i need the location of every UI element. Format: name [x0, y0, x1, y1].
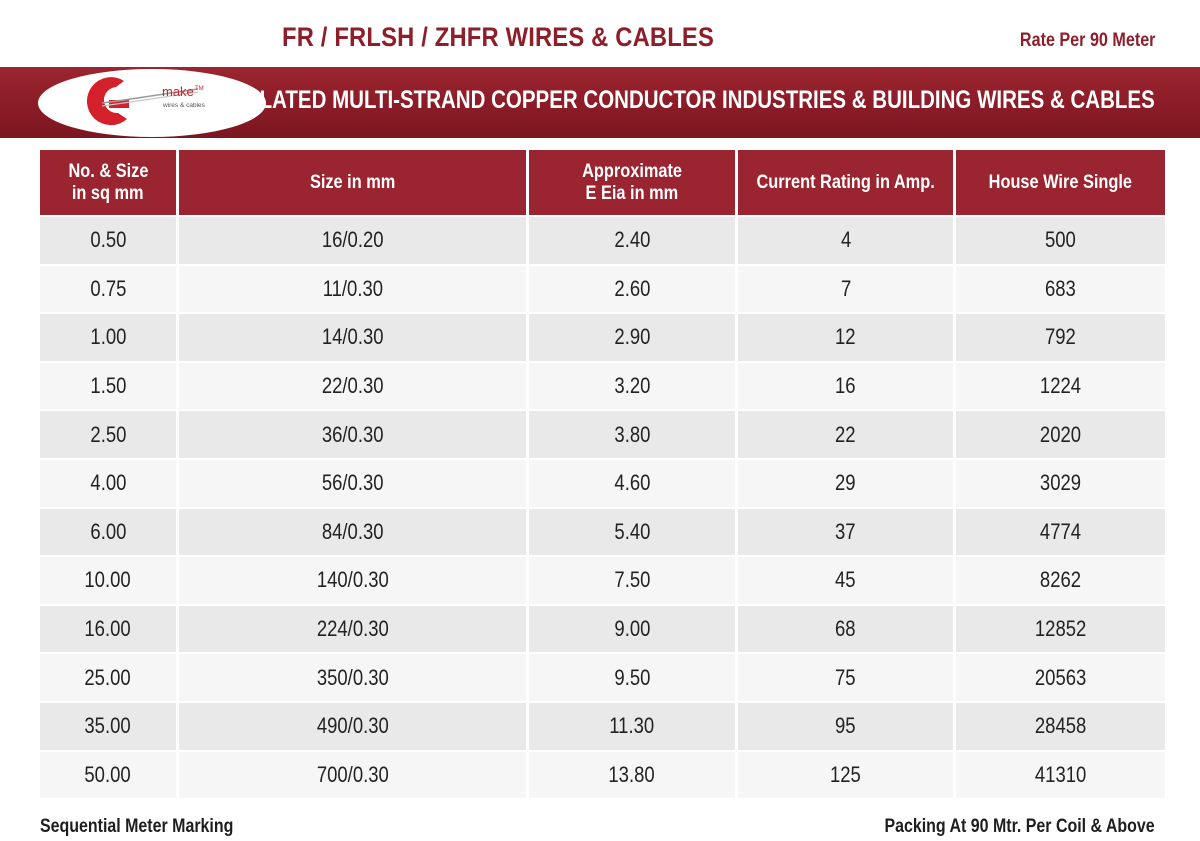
- logo-mark-icon: make TM wires & cables: [86, 77, 206, 126]
- cell-current-rating: 22: [738, 411, 954, 458]
- cell-diameter: 3.20: [529, 362, 735, 410]
- table-row: 50.00 700/0.30 13.80 125 41310: [40, 751, 1166, 799]
- table-row: 35.00 490/0.30 11.30 95 28458: [40, 702, 1166, 750]
- cell-current-rating: 7: [738, 265, 954, 313]
- cell-diameter: 2.40: [529, 217, 735, 264]
- cell-size-sqmm: 10.00: [40, 557, 176, 604]
- cell-current-rating: 95: [738, 702, 954, 750]
- cell-diameter: 11.30: [529, 702, 735, 750]
- cell-current-rating: 16: [738, 362, 954, 410]
- cell-size-sqmm: 1.00: [40, 314, 176, 361]
- cell-diameter: 5.40: [529, 508, 735, 556]
- cell-current-rating: 37: [738, 508, 954, 556]
- logo-tm: TM: [195, 86, 204, 92]
- cell-size-mm: 36/0.30: [179, 411, 526, 458]
- cell-size-sqmm: 0.50: [40, 217, 176, 264]
- column-header-diameter: Approximate E Eia in mm: [529, 150, 735, 215]
- cell-size-sqmm: 2.50: [40, 411, 176, 458]
- cell-current-rating: 68: [738, 605, 954, 653]
- cell-size-mm: 490/0.30: [179, 702, 526, 750]
- cell-diameter: 3.80: [529, 411, 735, 458]
- cell-size-sqmm: 25.00: [40, 654, 176, 701]
- column-header-house-wire: House Wire Single: [956, 150, 1166, 215]
- table-row: 0.50 16/0.20 2.40 4 500: [40, 217, 1166, 264]
- cell-diameter: 2.90: [529, 314, 735, 361]
- cell-house-wire: 1224: [956, 362, 1166, 410]
- cell-diameter: 4.60: [529, 459, 735, 507]
- page-title: FR / FRLSH / ZHFR WIRES & CABLES: [282, 22, 714, 52]
- cell-house-wire: 683: [956, 265, 1166, 313]
- cell-current-rating: 12: [738, 314, 954, 361]
- table-row: 6.00 84/0.30 5.40 37 4774: [40, 508, 1166, 556]
- table-row: 10.00 140/0.30 7.50 45 8262: [40, 557, 1166, 604]
- cell-house-wire: 500: [956, 217, 1166, 264]
- cell-house-wire: 20563: [956, 654, 1166, 701]
- cell-current-rating: 75: [738, 654, 954, 701]
- cell-diameter: 9.50: [529, 654, 735, 701]
- footer-note-left: Sequential Meter Marking: [40, 816, 234, 837]
- rate-note: Rate Per 90 Meter: [1019, 30, 1155, 51]
- cell-size-sqmm: 1.50: [40, 362, 176, 410]
- cell-size-mm: 22/0.30: [179, 362, 526, 410]
- cell-size-mm: 56/0.30: [179, 459, 526, 507]
- table-row: 0.75 11/0.30 2.60 7 683: [40, 265, 1166, 313]
- logo-brand: make: [162, 84, 194, 99]
- cell-house-wire: 792: [956, 314, 1166, 361]
- cell-house-wire: 3029: [956, 459, 1166, 507]
- table-row: 16.00 224/0.30 9.00 68 12852: [40, 605, 1166, 653]
- table-row: 4.00 56/0.30 4.60 29 3029: [40, 459, 1166, 507]
- cell-size-mm: 16/0.20: [179, 217, 526, 264]
- table-row: 1.50 22/0.30 3.20 16 1224: [40, 362, 1166, 410]
- table-row: 1.00 14/0.30 2.90 12 792: [40, 314, 1166, 361]
- footer-note-right: Packing At 90 Mtr. Per Coil & Above: [884, 816, 1155, 837]
- cell-house-wire: 2020: [956, 411, 1166, 458]
- cell-size-sqmm: 16.00: [40, 605, 176, 653]
- price-table: No. & Size in sq mm Size in mm Approximat…: [40, 150, 1166, 799]
- cell-size-mm: 14/0.30: [179, 314, 526, 361]
- cell-size-sqmm: 4.00: [40, 459, 176, 507]
- table-row: 2.50 36/0.30 3.80 22 2020: [40, 411, 1166, 458]
- cell-current-rating: 45: [738, 557, 954, 604]
- cell-size-sqmm: 50.00: [40, 751, 176, 799]
- cell-size-mm: 140/0.30: [179, 557, 526, 604]
- cell-house-wire: 28458: [956, 702, 1166, 750]
- cell-size-mm: 350/0.30: [179, 654, 526, 701]
- cell-current-rating: 4: [738, 217, 954, 264]
- cell-house-wire: 41310: [956, 751, 1166, 799]
- cell-size-sqmm: 6.00: [40, 508, 176, 556]
- logo: make TM wires & cables: [38, 69, 266, 137]
- column-header-current-rating: Current Rating in Amp.: [738, 150, 954, 215]
- cell-diameter: 13.80: [529, 751, 735, 799]
- cell-house-wire: 4774: [956, 508, 1166, 556]
- cell-size-sqmm: 35.00: [40, 702, 176, 750]
- cell-size-mm: 84/0.30: [179, 508, 526, 556]
- cell-current-rating: 29: [738, 459, 954, 507]
- column-header-size-mm: Size in mm: [179, 150, 526, 215]
- table-row: 25.00 350/0.30 9.50 75 20563: [40, 654, 1166, 701]
- cell-house-wire: 12852: [956, 605, 1166, 653]
- cell-diameter: 7.50: [529, 557, 735, 604]
- cell-diameter: 9.00: [529, 605, 735, 653]
- cell-size-sqmm: 0.75: [40, 265, 176, 313]
- logo-tagline: wires & cables: [162, 102, 206, 109]
- cell-current-rating: 125: [738, 751, 954, 799]
- banner-text: PVC INSULATED MULTI-STRAND COPPER CONDUC…: [163, 86, 1155, 114]
- cell-size-mm: 11/0.30: [179, 265, 526, 313]
- cell-size-mm: 700/0.30: [179, 751, 526, 799]
- column-header-size-sqmm: No. & Size in sq mm: [40, 150, 176, 215]
- cell-house-wire: 8262: [956, 557, 1166, 604]
- cell-size-mm: 224/0.30: [179, 605, 526, 653]
- cell-diameter: 2.60: [529, 265, 735, 313]
- table-header-row: No. & Size in sq mm Size in mm Approximat…: [40, 150, 1166, 215]
